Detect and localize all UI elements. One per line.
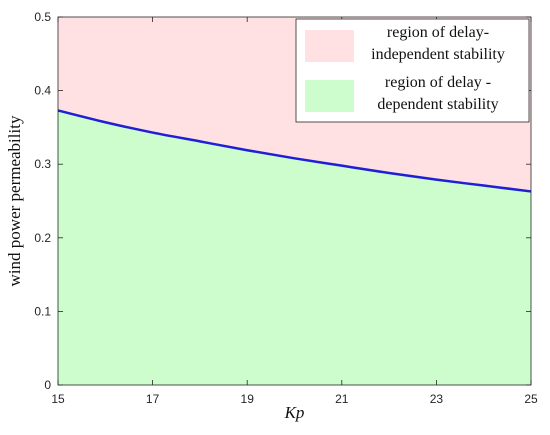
y-axis-label: wind power permeability bbox=[5, 115, 24, 286]
legend-entry-label: region of delay -dependent stability bbox=[377, 74, 498, 113]
x-tick-label: 25 bbox=[524, 392, 538, 406]
x-tick-label: 19 bbox=[241, 392, 255, 406]
legend-entry-label: region of delay-independent stability bbox=[371, 24, 505, 63]
x-tick-label: 15 bbox=[51, 392, 65, 406]
delay-dependent-region bbox=[58, 110, 531, 385]
legend: region of delay-independent stability reg… bbox=[295, 18, 530, 123]
x-tick-label: 21 bbox=[335, 392, 349, 406]
plot-frame bbox=[57, 16, 532, 386]
x-tick-label: 17 bbox=[146, 392, 160, 406]
x-tick-label: 23 bbox=[430, 392, 444, 406]
y-tick-label: 0.5 bbox=[34, 10, 51, 24]
y-axis-ticks: 0 0.1 0.2 0.3 0.4 0.5 bbox=[34, 10, 531, 392]
stability-boundary-line bbox=[57, 109, 532, 193]
y-tick-label: 0 bbox=[44, 378, 51, 392]
legend-swatch bbox=[305, 80, 354, 112]
y-tick-label: 0.3 bbox=[34, 157, 51, 171]
y-tick-label: 0.2 bbox=[34, 231, 51, 245]
x-axis-label: Kp bbox=[284, 403, 305, 422]
legend-swatch bbox=[305, 30, 354, 62]
x-axis-ticks: 15 17 19 21 23 25 bbox=[51, 17, 538, 406]
y-tick-label: 0.4 bbox=[34, 84, 51, 98]
y-tick-label: 0.1 bbox=[34, 304, 51, 318]
